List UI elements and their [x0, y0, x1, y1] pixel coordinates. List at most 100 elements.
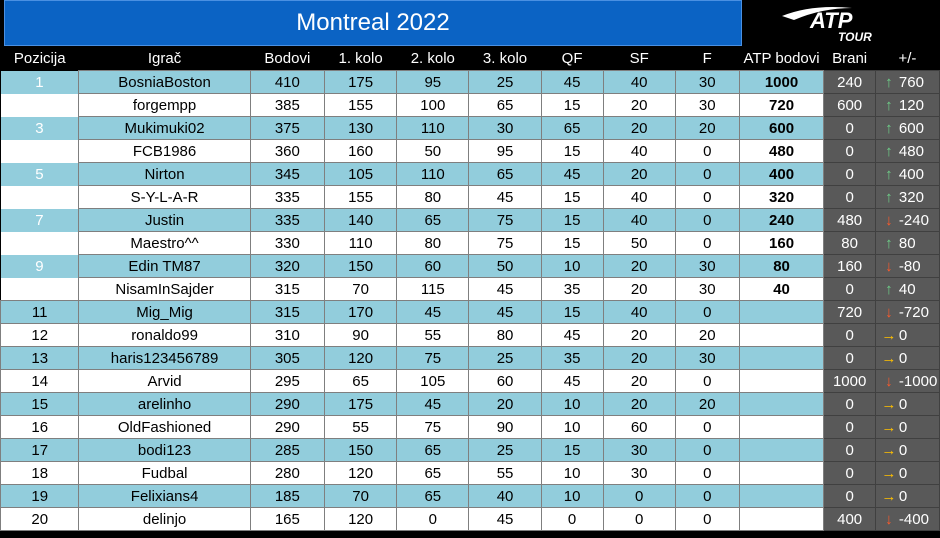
round3-cell: 45: [468, 300, 542, 324]
table-row: 19 Felixians4 185 70 65 40 10 0 0 0 → 0: [0, 484, 940, 508]
diff-cell: → 0: [874, 392, 940, 416]
player-cell: ronaldo99: [78, 323, 251, 347]
diff-value: 40: [898, 280, 916, 298]
points-cell: 360: [249, 139, 325, 163]
trend-up-icon: ↑: [885, 73, 893, 91]
pos-cell: 6: [0, 185, 79, 209]
round3-cell: 25: [468, 346, 542, 370]
pos-cell: 19: [0, 484, 80, 508]
qf-cell: 15: [540, 438, 604, 462]
table-row: 18 Fudbal 280 120 65 55 10 30 0 0 → 0: [0, 461, 940, 485]
sf-cell: 40: [602, 208, 676, 232]
final-cell: 0: [674, 484, 740, 508]
player-cell: Fudbal: [78, 461, 251, 485]
round1-cell: 120: [323, 507, 398, 531]
pos-cell: 8: [0, 231, 79, 255]
round3-cell: 55: [468, 461, 542, 485]
points-cell: 330: [249, 231, 325, 255]
diff-cell: → 0: [874, 415, 940, 439]
sf-cell: 30: [602, 438, 676, 462]
trend-down-icon: ↓: [885, 372, 893, 390]
points-cell: 385: [249, 93, 325, 117]
column-header: 2. kolo: [396, 47, 469, 71]
qf-cell: 10: [540, 254, 604, 278]
defending-cell: 720: [823, 300, 876, 324]
round2-cell: 80: [396, 231, 470, 255]
player-cell: Mig_Mig: [78, 300, 251, 324]
column-header: Brani: [823, 47, 876, 71]
defending-cell: 600: [823, 93, 876, 117]
trend-flat-icon: →: [881, 464, 897, 482]
qf-cell: 15: [540, 231, 604, 255]
round1-cell: 155: [323, 93, 398, 117]
qf-cell: 35: [540, 346, 604, 370]
defending-cell: 0: [823, 461, 876, 485]
player-cell: Mukimuki02: [78, 116, 251, 140]
atp-points-cell: 240: [738, 208, 825, 232]
atp-points-cell: 720: [738, 93, 825, 117]
player-cell: NisamInSajder: [78, 277, 251, 301]
round2-cell: 55: [396, 323, 470, 347]
round3-cell: 45: [468, 185, 542, 209]
round1-cell: 170: [323, 300, 398, 324]
defending-cell: 0: [823, 277, 876, 301]
column-header: ATP bodovi: [739, 47, 824, 71]
diff-value: 80: [898, 234, 916, 252]
round1-cell: 120: [323, 346, 398, 370]
table-row: 9 Edin TM87 320 150 60 50 10 20 30 80 160 ↓ -80: [0, 254, 940, 278]
diff-cell: → 0: [874, 438, 940, 462]
player-cell: Maestro^^: [78, 231, 251, 255]
qf-cell: 65: [540, 116, 604, 140]
atp-points-cell: [738, 438, 825, 462]
player-cell: forgempp: [78, 93, 251, 117]
trend-flat-icon: →: [881, 418, 897, 436]
pos-cell: 11: [0, 300, 80, 324]
pos-cell: 4: [0, 139, 79, 163]
table-row: 2 forgempp 385 155 100 65 15 20 30 720 600 ↑ 120: [0, 93, 940, 117]
diff-value: -400: [898, 510, 929, 528]
player-cell: Justin: [78, 208, 251, 232]
diff-cell: ↑ 480: [874, 139, 940, 163]
table-row: 10 NisamInSajder 315 70 115 45 35 20 30 40 0 ↑ 40: [0, 277, 940, 301]
round2-cell: 60: [396, 254, 470, 278]
table-row: 11 Mig_Mig 315 170 45 45 15 40 0 720 ↓ -720: [0, 300, 940, 324]
round2-cell: 45: [396, 392, 470, 416]
sf-cell: 20: [602, 277, 676, 301]
round3-cell: 80: [468, 323, 542, 347]
player-cell: FCB1986: [78, 139, 251, 163]
trend-up-icon: ↑: [885, 234, 893, 252]
atp-tour-logo: ATP TOUR: [742, 0, 940, 46]
diff-value: 120: [898, 96, 924, 114]
final-cell: 0: [674, 300, 740, 324]
final-cell: 0: [674, 162, 740, 186]
final-cell: 0: [674, 369, 740, 393]
final-cell: 30: [674, 254, 740, 278]
sf-cell: 20: [602, 116, 676, 140]
defending-cell: 0: [823, 116, 876, 140]
diff-cell: ↓ -720: [874, 300, 940, 324]
diff-value: 480: [898, 142, 924, 160]
trend-flat-icon: →: [881, 395, 897, 413]
player-cell: Nirton: [78, 162, 251, 186]
player-cell: haris123456789: [78, 346, 251, 370]
round3-cell: 45: [468, 507, 542, 531]
trend-flat-icon: →: [881, 349, 897, 367]
sf-cell: 0: [602, 484, 676, 508]
points-cell: 335: [249, 208, 325, 232]
diff-cell: ↓ -240: [874, 208, 940, 232]
defending-cell: 0: [823, 415, 876, 439]
table-row: 13 haris123456789 305 120 75 25 35 20 30 0 → 0: [0, 346, 940, 370]
atp-points-cell: [738, 415, 825, 439]
final-cell: 30: [674, 277, 740, 301]
diff-value: 0: [898, 418, 908, 436]
defending-cell: 160: [823, 254, 876, 278]
qf-cell: 0: [540, 507, 604, 531]
atp-points-cell: 1000: [738, 70, 825, 94]
player-cell: arelinho: [78, 392, 251, 416]
round3-cell: 25: [468, 70, 542, 94]
player-cell: Arvid: [78, 369, 251, 393]
diff-cell: ↑ 320: [874, 185, 940, 209]
points-cell: 290: [249, 392, 325, 416]
pos-cell: 17: [0, 438, 80, 462]
round1-cell: 105: [323, 162, 398, 186]
